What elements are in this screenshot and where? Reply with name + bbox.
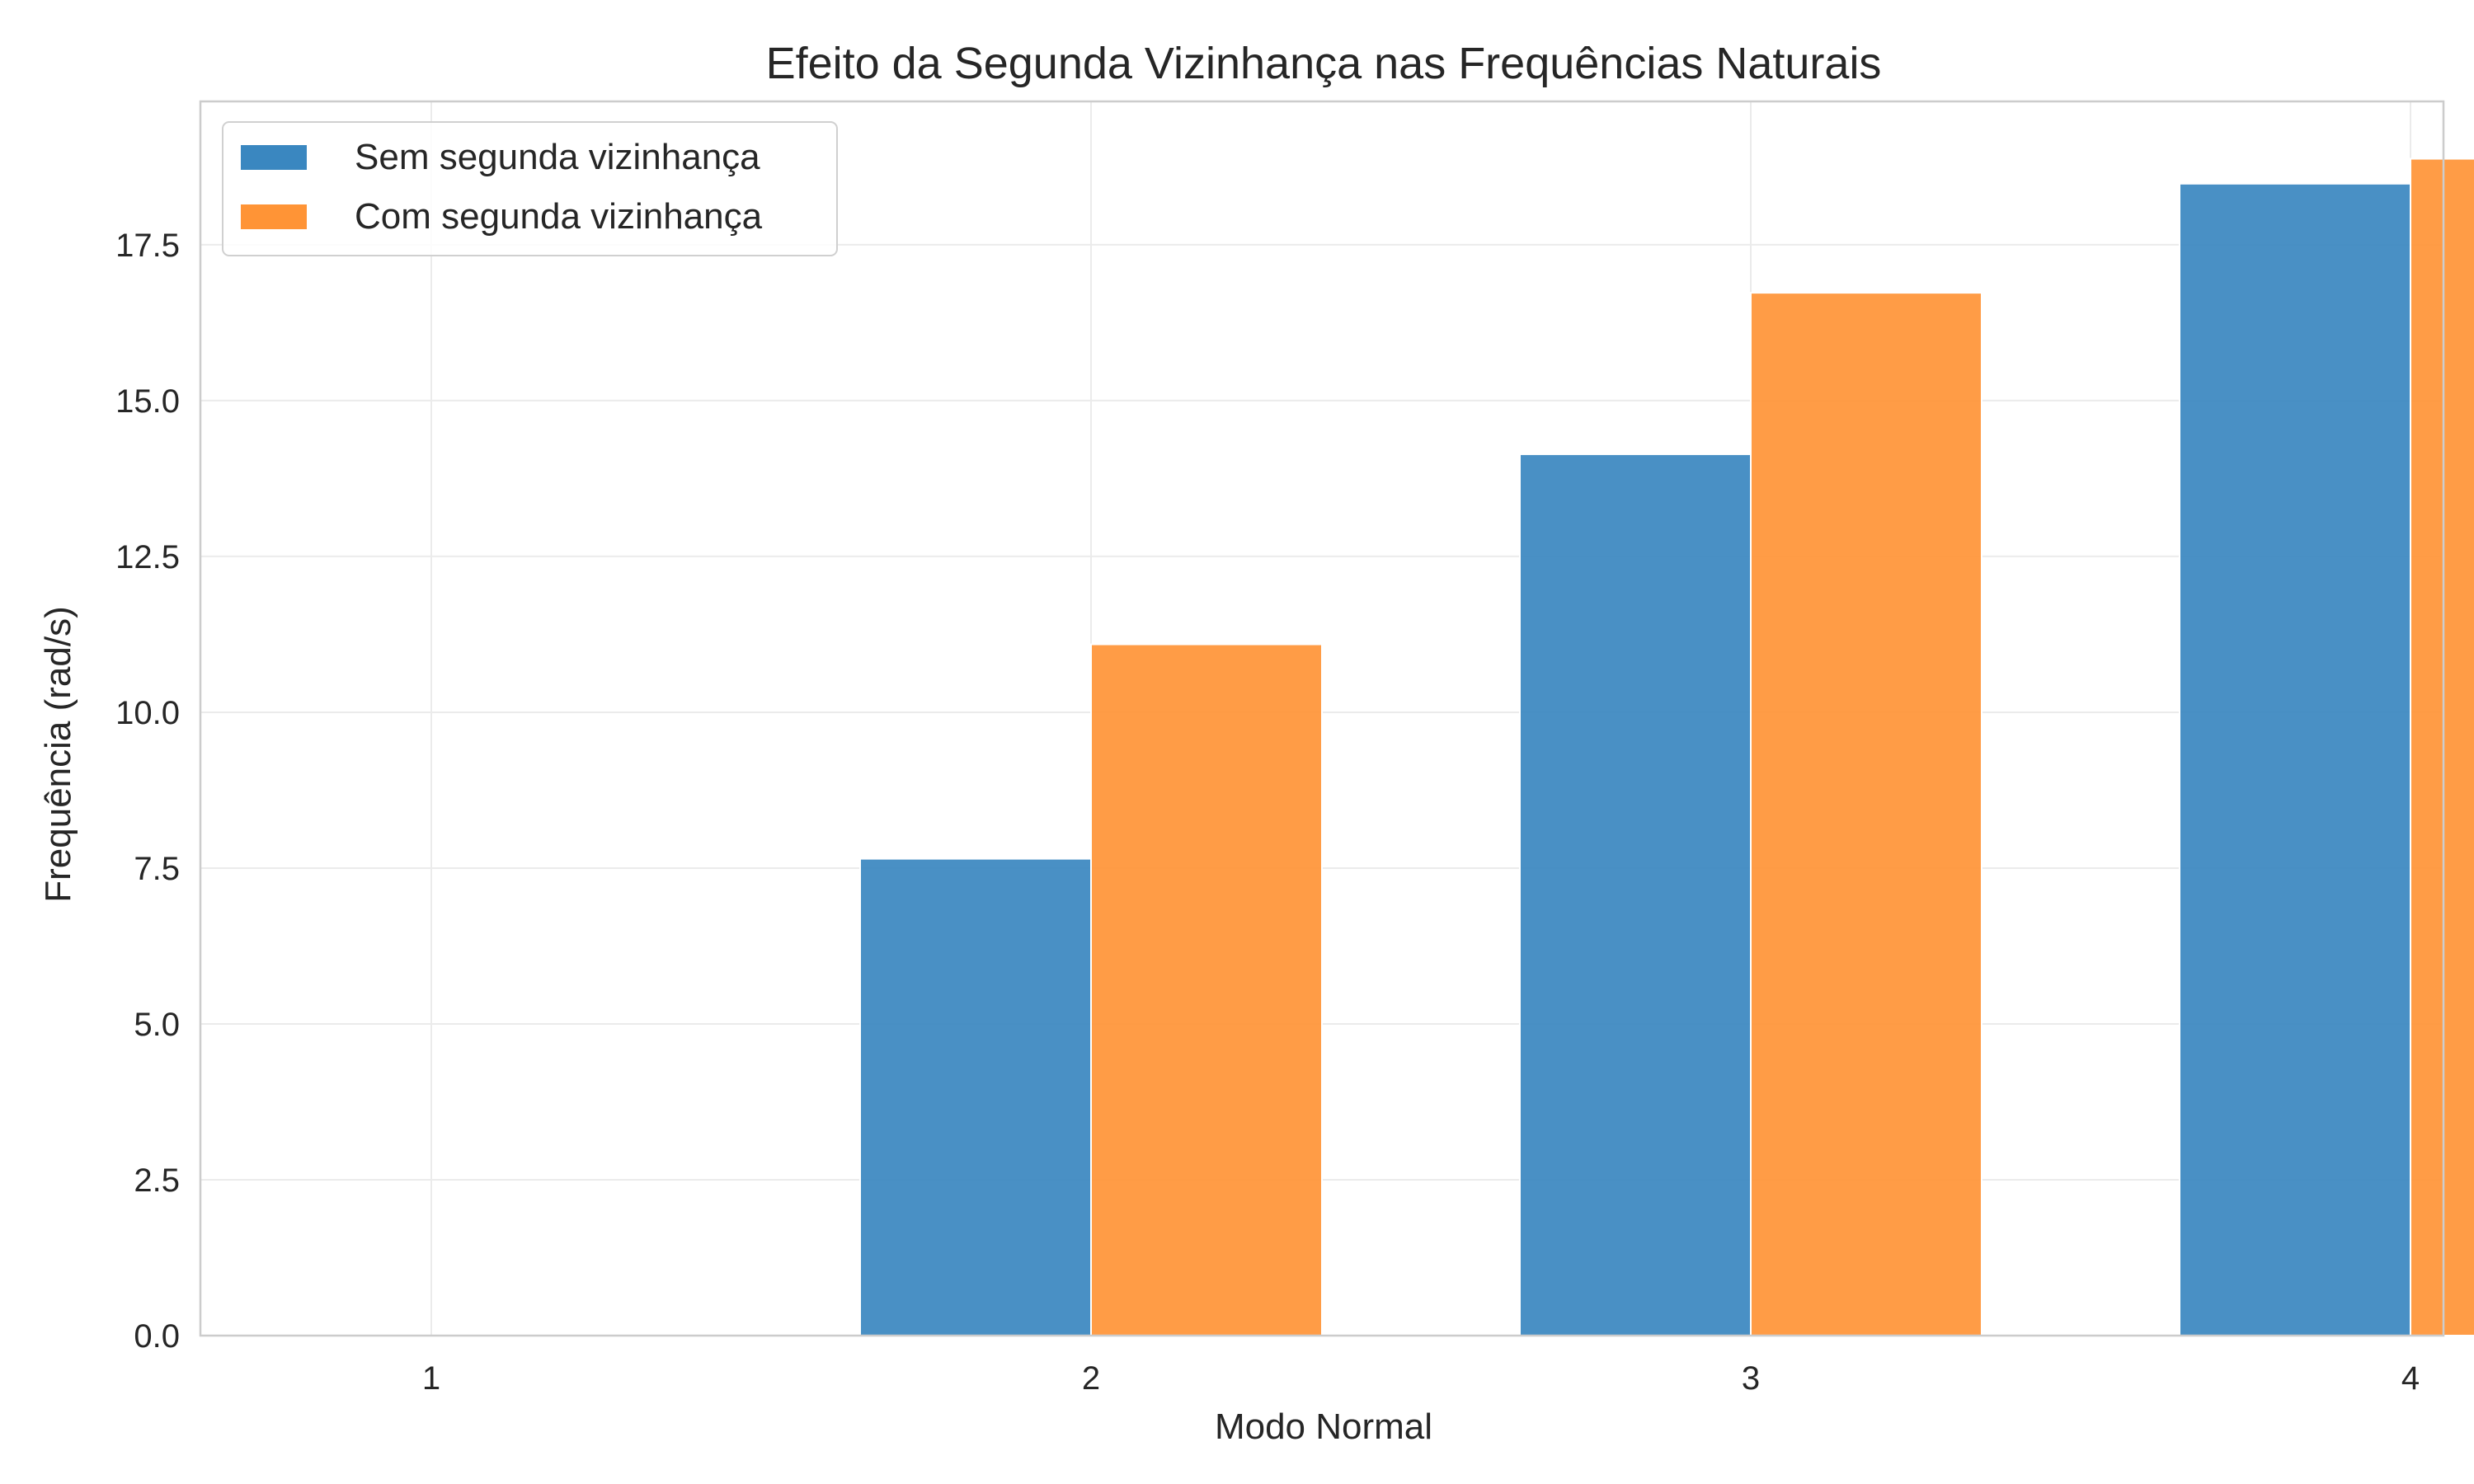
legend-box (222, 121, 838, 256)
y-tick-label: 15.0 (115, 383, 180, 420)
x-axis-title: Modo Normal (1215, 1407, 1432, 1447)
y-tick-label: 2.5 (134, 1162, 180, 1199)
bar-sem-4 (2179, 182, 2411, 1336)
x-tick-label: 1 (422, 1360, 440, 1397)
chart-title: Efeito da Segunda Vizinhança nas Frequên… (766, 39, 1882, 88)
bar-com-3 (1750, 292, 1982, 1336)
y-tick-label: 17.5 (115, 228, 180, 264)
y-tick-label: 10.0 (115, 695, 180, 731)
y-tick-label: 0.0 (134, 1318, 180, 1355)
legend-label: Com segunda vizinhança (355, 196, 763, 237)
y-tick-label: 7.5 (134, 851, 180, 887)
y-tick-labels: 0.0 2.5 5.0 7.5 10.0 12.5 15.0 17.5 (115, 228, 180, 1355)
legend-swatch (241, 145, 307, 170)
bar-sem-3 (1519, 453, 1752, 1336)
plot-frame (199, 100, 2445, 1337)
x-tick-label: 4 (2401, 1360, 2420, 1397)
y-tick-label: 5.0 (134, 1007, 180, 1043)
bar-sem-2 (859, 857, 1092, 1336)
bars (859, 157, 2474, 1336)
y-axis-title: Frequência (rad/s) (38, 606, 78, 902)
legend: Sem segunda vizinhança Com segunda vizinh… (222, 121, 838, 256)
bar-com-4 (2410, 157, 2474, 1336)
legend-label: Sem segunda vizinhança (355, 137, 760, 177)
x-tick-label: 2 (1082, 1360, 1100, 1397)
x-tick-label: 3 (1742, 1360, 1760, 1397)
x-tick-labels: 1 2 3 4 (422, 1360, 2420, 1397)
y-tick-label: 12.5 (115, 539, 180, 575)
legend-swatch (241, 204, 307, 229)
bar-com-2 (1090, 643, 1323, 1336)
